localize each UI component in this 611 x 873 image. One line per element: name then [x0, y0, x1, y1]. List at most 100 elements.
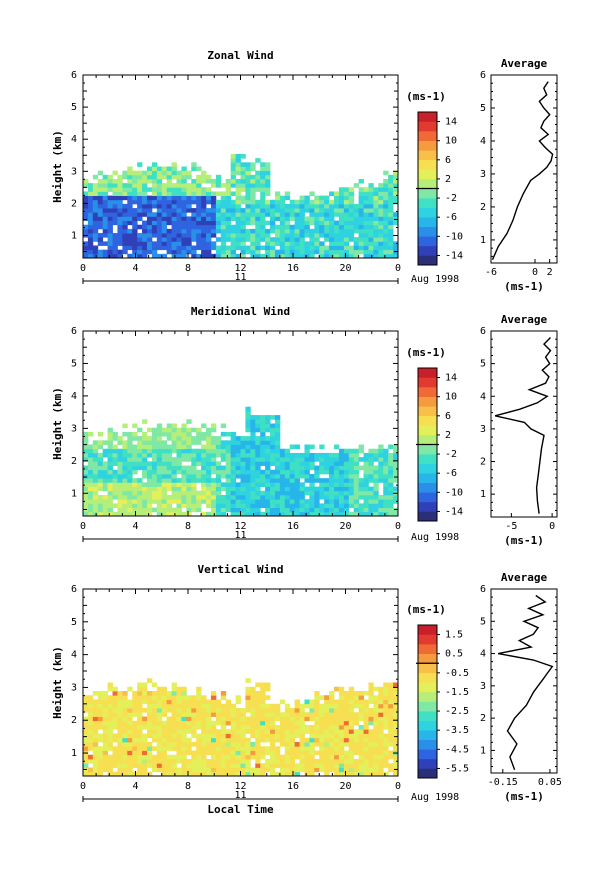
heatmap-cell: [107, 212, 113, 217]
heatmap-cell: [393, 216, 399, 221]
heatmap-cell: [319, 708, 325, 713]
heatmap-cell: [191, 224, 197, 230]
heatmap-cell: [107, 469, 113, 475]
heatmap-cell: [215, 750, 222, 756]
heatmap-cell: [166, 699, 172, 705]
heatmap-cell: [206, 703, 212, 709]
heatmap-cell: [132, 224, 138, 230]
heatmap-cell: [250, 469, 256, 475]
heatmap-cell: [250, 482, 256, 487]
heatmap-cell: [358, 245, 364, 251]
heatmap-cell: [255, 503, 261, 508]
heatmap-cell: [122, 423, 128, 429]
heatmap-cell: [176, 469, 182, 475]
heatmap-cell: [245, 228, 251, 234]
heatmap-cell: [309, 228, 315, 234]
heatmap-cell: [270, 228, 276, 234]
heatmap-cell: [255, 746, 261, 751]
heatmap-cell: [87, 457, 94, 462]
heatmap-cell: [117, 486, 123, 492]
heatmap-cell: [102, 469, 109, 475]
heatmap-cell: [343, 448, 350, 454]
heatmap-cell: [127, 228, 133, 234]
heatmap-cell: [265, 695, 271, 700]
heatmap-cell: [368, 216, 374, 221]
heatmap-cell: [324, 746, 330, 751]
heatmap-cell: [373, 249, 379, 255]
heatmap-cell: [329, 490, 335, 496]
heatmap-cell: [388, 174, 394, 180]
heatmap-cell: [348, 448, 355, 454]
heatmap-cell: [304, 503, 310, 508]
heatmap-cell: [176, 746, 182, 751]
heatmap-cell: [215, 737, 222, 743]
heatmap-cell: [309, 511, 315, 517]
date-marker: 11: [234, 790, 246, 801]
colorbar-tick-label: 1.5: [445, 630, 463, 641]
heatmap-cell: [122, 511, 128, 517]
heatmap-cell: [338, 233, 345, 238]
heatmap-cell: [255, 208, 261, 213]
heatmap-cell: [206, 191, 212, 197]
heatmap-cell: [206, 436, 212, 441]
heatmap-cell: [240, 759, 246, 764]
heatmap-cell: [196, 199, 202, 205]
colorbar-tick-label: -14: [445, 250, 463, 261]
heatmap-cell: [122, 746, 128, 751]
heatmap-cell: [107, 436, 113, 441]
heatmap-cell: [338, 191, 345, 197]
heatmap-cell: [299, 499, 305, 504]
heatmap-cell: [117, 725, 123, 730]
heatmap-cell: [338, 478, 345, 483]
heatmap-cell: [83, 473, 89, 479]
heatmap-cell: [348, 452, 355, 458]
heatmap-cell: [161, 733, 168, 739]
heatmap-cell: [156, 490, 163, 496]
heatmap-cell: [368, 486, 374, 492]
heatmap-cell: [107, 759, 113, 764]
heatmap-cell: [87, 478, 94, 483]
heatmap-cell: [289, 490, 296, 496]
heatmap-cell: [314, 203, 320, 209]
heatmap-cell: [176, 767, 182, 773]
heatmap-cell: [166, 423, 172, 429]
heatmap-cell: [117, 763, 123, 768]
heatmap-cell: [166, 245, 172, 251]
heatmap-cell: [373, 511, 379, 517]
heatmap-cell: [250, 427, 256, 433]
heatmap-cell: [196, 708, 202, 713]
heatmap-cell: [378, 494, 384, 500]
heatmap-cell: [334, 208, 340, 213]
heatmap-cell: [117, 750, 123, 756]
heatmap-cell: [166, 465, 172, 471]
heatmap-cell: [102, 253, 109, 259]
heatmap-cell: [166, 457, 172, 462]
heatmap-cell: [206, 737, 212, 743]
heatmap-cell: [161, 448, 168, 454]
heatmap-cell: [146, 249, 153, 255]
heatmap-cell: [265, 465, 271, 471]
heatmap-cell: [240, 241, 246, 246]
heatmap-cell: [97, 503, 104, 508]
heatmap-cell: [176, 771, 182, 777]
heatmap-cell: [240, 767, 246, 773]
heatmap-cell: [92, 733, 99, 739]
heatmap-cell: [225, 220, 232, 226]
heatmap-cell: [186, 499, 192, 504]
heatmap-cell: [319, 720, 325, 726]
heatmap-cell: [171, 423, 177, 429]
colorbar-segment: [418, 625, 437, 635]
y-tick-label: 3: [71, 423, 77, 434]
heatmap-cell: [97, 199, 104, 205]
heatmap-cell: [245, 465, 251, 471]
heatmap-cell: [210, 216, 217, 221]
heatmap-cell: [102, 208, 109, 213]
heatmap-cell: [176, 507, 182, 513]
heatmap-cell: [196, 699, 202, 705]
heatmap-cell: [191, 448, 197, 454]
heatmap-cell: [274, 712, 281, 717]
heatmap-cell: [348, 216, 355, 221]
heatmap-cell: [388, 708, 394, 713]
heatmap-cell: [299, 746, 305, 751]
